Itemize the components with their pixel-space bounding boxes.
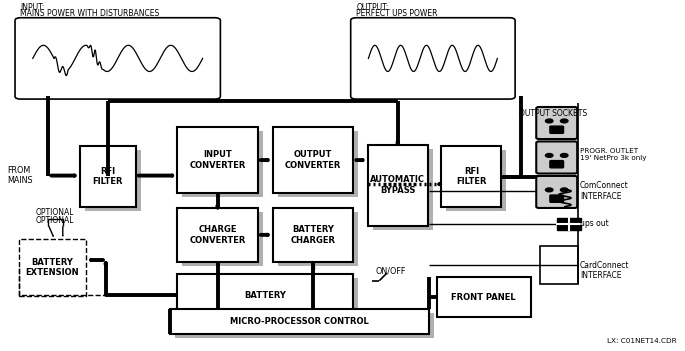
Text: ON/OFF: ON/OFF (376, 266, 406, 276)
Bar (441, 146, 501, 207)
Bar (170, 309, 429, 334)
Text: INPUT
CONVERTER: INPUT CONVERTER (190, 150, 246, 170)
Bar (175, 313, 434, 338)
Text: BATTERY
CHARGER: BATTERY CHARGER (290, 225, 336, 245)
FancyBboxPatch shape (15, 18, 221, 99)
FancyBboxPatch shape (550, 195, 564, 202)
Bar (446, 151, 506, 211)
Bar (85, 151, 140, 211)
FancyBboxPatch shape (351, 18, 515, 99)
Circle shape (560, 119, 568, 123)
Bar (177, 274, 353, 317)
Text: MAINS POWER WITH DISTURBANCES: MAINS POWER WITH DISTURBANCES (21, 9, 160, 18)
Text: CardConnect
INTERFACE: CardConnect INTERFACE (580, 261, 630, 280)
Circle shape (560, 153, 568, 157)
Text: RFI
FILTER: RFI FILTER (456, 167, 486, 186)
Bar (182, 212, 262, 266)
Text: PERFECT UPS POWER: PERFECT UPS POWER (356, 9, 438, 18)
Bar (373, 149, 432, 230)
Circle shape (560, 188, 568, 192)
Text: OUTPUT:: OUTPUT: (356, 3, 388, 12)
Text: BATTERY
EXTENSION: BATTERY EXTENSION (26, 258, 79, 277)
Text: BATTERY: BATTERY (245, 291, 286, 300)
Text: OPTIONAL: OPTIONAL (36, 216, 75, 225)
Text: OUTPUT
CONVERTER: OUTPUT CONVERTER (285, 150, 341, 170)
Text: AUTOMATIC
BYPASS: AUTOMATIC BYPASS (371, 176, 425, 195)
FancyBboxPatch shape (536, 176, 577, 208)
Text: OPTIONAL: OPTIONAL (36, 208, 75, 217)
Bar (557, 218, 582, 230)
Circle shape (545, 119, 553, 123)
FancyBboxPatch shape (550, 161, 564, 168)
Text: INPUT:: INPUT: (21, 3, 45, 12)
Circle shape (545, 153, 553, 157)
FancyBboxPatch shape (550, 126, 564, 133)
Bar (177, 208, 258, 262)
Text: RFI
FILTER: RFI FILTER (92, 167, 123, 186)
Text: MICRO-PROCESSOR CONTROL: MICRO-PROCESSOR CONTROL (230, 317, 369, 326)
Bar (368, 145, 427, 226)
Bar (540, 246, 578, 284)
Text: ComConnect
INTERFACE: ComConnect INTERFACE (580, 181, 629, 201)
Bar (182, 132, 262, 197)
Bar (273, 208, 353, 262)
Circle shape (545, 188, 553, 192)
Text: PROGR. OUTLET
19' NetPro 3k only: PROGR. OUTLET 19' NetPro 3k only (580, 148, 647, 161)
Text: FRONT PANEL: FRONT PANEL (451, 292, 516, 302)
Bar (182, 278, 358, 321)
Text: ups out: ups out (580, 219, 609, 228)
Text: OUTPUT SOCKETS: OUTPUT SOCKETS (519, 109, 586, 118)
Bar (277, 132, 358, 197)
Bar (273, 127, 353, 193)
Text: LX: C01NET14.CDR: LX: C01NET14.CDR (607, 338, 677, 344)
Text: FROM
MAINS: FROM MAINS (7, 166, 32, 185)
FancyBboxPatch shape (536, 141, 577, 173)
Bar (177, 127, 258, 193)
FancyBboxPatch shape (536, 107, 577, 139)
Bar (19, 239, 86, 296)
Bar (80, 146, 136, 207)
Text: CHARGE
CONVERTER: CHARGE CONVERTER (190, 225, 246, 245)
Bar (436, 277, 531, 317)
Bar (277, 212, 358, 266)
